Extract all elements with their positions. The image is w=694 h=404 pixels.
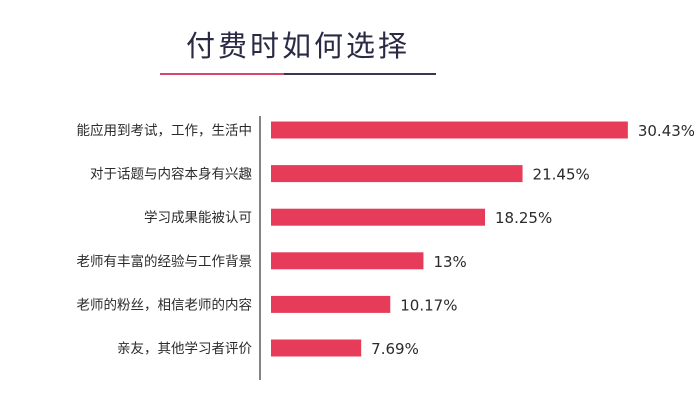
category-label-4: 老师有丰富的经验与工作背景 (77, 253, 253, 270)
value-label-3: 18.25% (495, 209, 552, 227)
value-label-6: 7.69% (371, 340, 419, 358)
value-labels: 30.43% 21.45% 18.25% 13% 10.17% 7.69% (371, 122, 694, 358)
value-label-4: 13% (433, 253, 466, 271)
bar-1 (271, 121, 628, 139)
category-label-5: 老师的粉丝，相信老师的内容 (77, 296, 253, 313)
title-underline-left (160, 73, 284, 75)
value-label-1: 30.43% (638, 122, 694, 140)
category-label-3: 学习成果能被认可 (144, 210, 252, 226)
value-label-2: 21.45% (533, 166, 590, 184)
bars-group (271, 121, 628, 357)
value-label-5: 10.17% (400, 296, 457, 314)
category-label-2: 对于话题与内容本身有兴趣 (90, 166, 252, 183)
chart-title: 付费时如何选择 (185, 29, 410, 63)
bar-5 (271, 295, 391, 313)
bar-4 (271, 252, 424, 270)
category-label-1: 能应用到考试，工作，生活中 (77, 122, 253, 139)
title-underline-right (284, 73, 436, 75)
category-label-6: 亲友，其他学习者评价 (117, 341, 252, 357)
bar-6 (271, 339, 362, 357)
bar-2 (271, 165, 523, 183)
bar-3 (271, 208, 486, 226)
category-labels: 能应用到考试，工作，生活中对于话题与内容本身有兴趣学习成果能被认可老师有丰富的经… (77, 122, 253, 357)
